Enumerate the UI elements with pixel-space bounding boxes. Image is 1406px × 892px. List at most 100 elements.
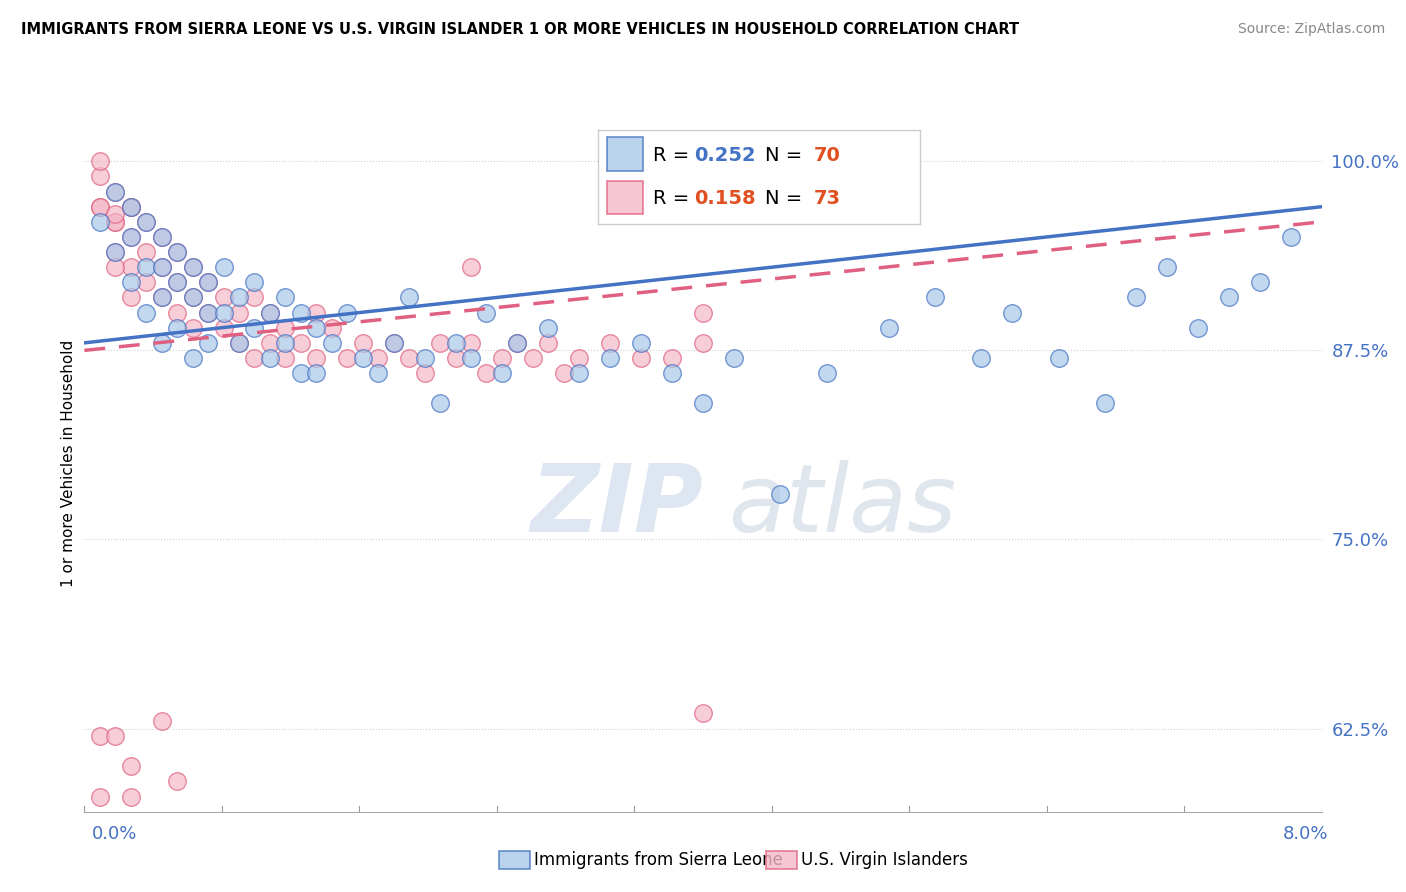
Point <box>135 305 157 319</box>
Point <box>166 774 188 789</box>
Point <box>166 245 188 260</box>
Point <box>398 351 420 365</box>
Point <box>1156 260 1178 275</box>
Point <box>181 290 204 304</box>
Point <box>181 290 204 304</box>
Point <box>228 305 250 319</box>
Point <box>321 335 343 350</box>
Point <box>970 351 993 365</box>
Point <box>599 335 621 350</box>
Point <box>382 335 405 350</box>
Point <box>228 335 250 350</box>
Point <box>429 396 451 410</box>
Point <box>197 335 219 350</box>
Point <box>104 207 127 221</box>
Point <box>89 154 111 169</box>
Point <box>89 200 111 214</box>
Point <box>661 351 683 365</box>
Text: U.S. Virgin Islanders: U.S. Virgin Islanders <box>801 851 969 869</box>
Point <box>120 230 142 244</box>
Point <box>104 245 127 260</box>
Point <box>491 366 513 380</box>
Point <box>815 366 838 380</box>
Point <box>1249 276 1271 290</box>
Point <box>135 276 157 290</box>
Point <box>120 759 142 773</box>
Point <box>692 305 714 319</box>
Point <box>135 215 157 229</box>
Point <box>166 305 188 319</box>
Point <box>290 335 312 350</box>
Point <box>630 335 652 350</box>
Point <box>181 260 204 275</box>
Point <box>120 200 142 214</box>
Point <box>367 366 389 380</box>
Text: ZIP: ZIP <box>530 459 703 551</box>
Point <box>150 290 173 304</box>
Point <box>135 245 157 260</box>
Point <box>228 335 250 350</box>
Point <box>522 351 544 365</box>
Point <box>382 335 405 350</box>
Text: Source: ZipAtlas.com: Source: ZipAtlas.com <box>1237 22 1385 37</box>
Point <box>104 729 127 743</box>
Point <box>413 351 436 365</box>
Point <box>104 185 127 199</box>
Point <box>305 366 328 380</box>
Text: IMMIGRANTS FROM SIERRA LEONE VS U.S. VIRGIN ISLANDER 1 OR MORE VEHICLES IN HOUSE: IMMIGRANTS FROM SIERRA LEONE VS U.S. VIR… <box>21 22 1019 37</box>
Point <box>290 305 312 319</box>
Point <box>150 260 173 275</box>
Point <box>120 789 142 804</box>
Point <box>120 200 142 214</box>
Point <box>120 290 142 304</box>
Point <box>150 714 173 728</box>
Point <box>89 200 111 214</box>
Point <box>135 215 157 229</box>
Point <box>150 290 173 304</box>
Point <box>769 487 792 501</box>
Point <box>243 290 266 304</box>
Point <box>166 276 188 290</box>
Point <box>243 320 266 334</box>
Point <box>1218 290 1240 304</box>
Y-axis label: 1 or more Vehicles in Household: 1 or more Vehicles in Household <box>60 340 76 588</box>
Point <box>877 320 900 334</box>
Point <box>537 320 560 334</box>
Point <box>150 230 173 244</box>
Point <box>150 335 173 350</box>
Point <box>352 351 374 365</box>
Point <box>89 729 111 743</box>
Point <box>1047 351 1070 365</box>
Point <box>89 789 111 804</box>
Point <box>1125 290 1147 304</box>
Point <box>475 305 498 319</box>
Point <box>135 260 157 275</box>
Point <box>166 320 188 334</box>
Point <box>259 335 281 350</box>
Point <box>166 276 188 290</box>
Point <box>491 351 513 365</box>
Point <box>212 320 235 334</box>
Point <box>120 276 142 290</box>
Text: 0.0%: 0.0% <box>91 825 136 843</box>
Point <box>367 351 389 365</box>
Point <box>228 290 250 304</box>
Point <box>120 230 142 244</box>
Text: atlas: atlas <box>728 460 956 551</box>
Point <box>506 335 529 350</box>
Point <box>197 276 219 290</box>
Point <box>1001 305 1024 319</box>
Point <box>212 305 235 319</box>
Point <box>181 320 204 334</box>
Point <box>259 305 281 319</box>
Point <box>630 351 652 365</box>
Point <box>104 245 127 260</box>
Point <box>321 320 343 334</box>
Point <box>537 335 560 350</box>
Point <box>259 305 281 319</box>
Point <box>212 260 235 275</box>
Point <box>212 290 235 304</box>
Point <box>104 185 127 199</box>
Point <box>120 200 142 214</box>
Point <box>352 335 374 350</box>
